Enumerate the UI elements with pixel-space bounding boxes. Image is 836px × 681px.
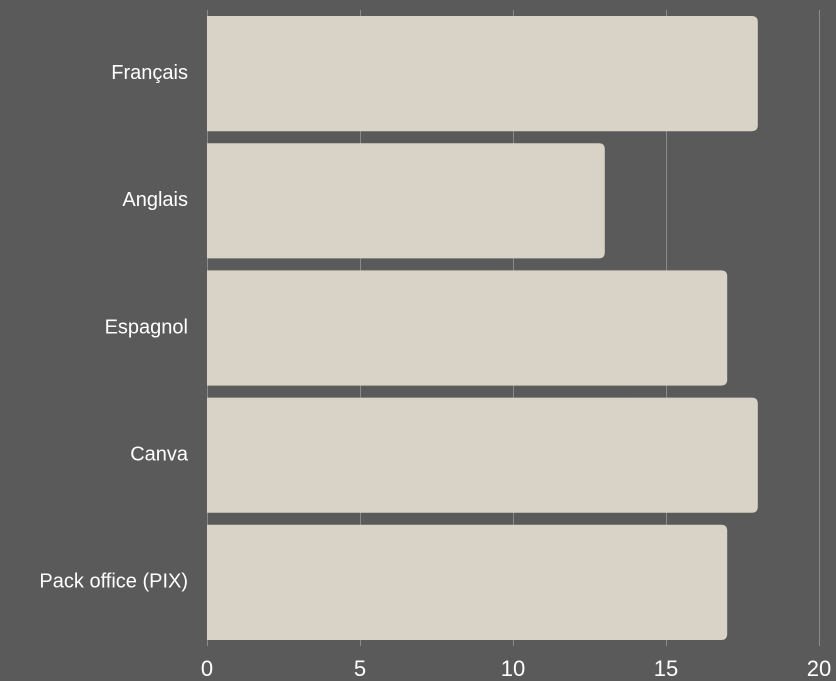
- category-label-espagnol: Espagnol: [105, 316, 188, 338]
- category-label-anglais: Anglais: [122, 189, 188, 211]
- category-labels: Français Anglais Espagnol Canva Pack office …: [39, 62, 188, 593]
- bar-canva: [207, 397, 758, 513]
- bar-pack-office-pix: [207, 524, 728, 640]
- category-label-fran-ais: Français: [111, 62, 188, 84]
- x-tick-label-20: 20: [807, 656, 831, 681]
- category-label-canva: Canva: [130, 443, 189, 465]
- bar-fran-ais: [207, 16, 758, 132]
- x-tick-label-10: 10: [501, 656, 525, 681]
- x-axis-tick-labels: 0 5 10 15 20: [201, 656, 831, 681]
- x-tick-label-0: 0: [201, 656, 213, 681]
- x-tick-label-5: 5: [354, 656, 366, 681]
- bar-anglais: [207, 143, 605, 259]
- x-tick-label-15: 15: [654, 656, 678, 681]
- bar-espagnol: [207, 270, 728, 386]
- category-label-pack-office-pix: Pack office (PIX): [39, 571, 188, 593]
- bars: [207, 16, 758, 640]
